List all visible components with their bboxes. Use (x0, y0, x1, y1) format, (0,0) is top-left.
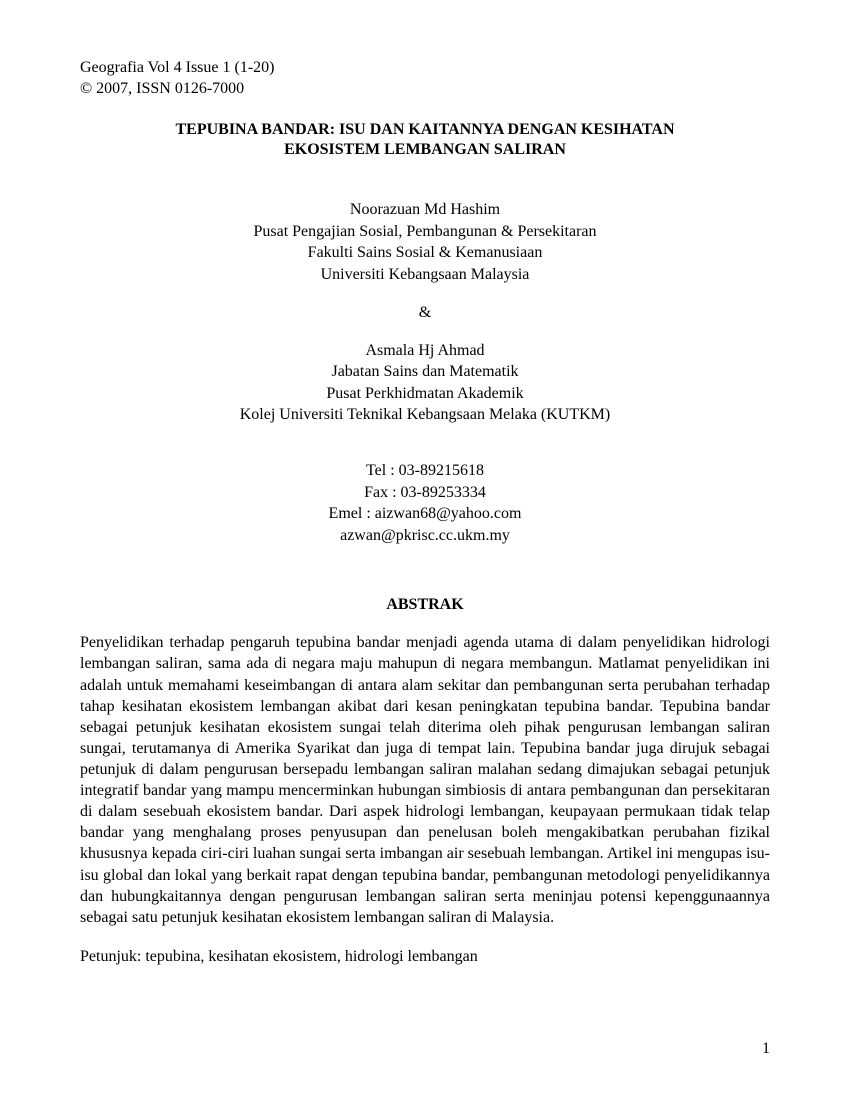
contact-email1: Emel : aizwan68@yahoo.com (80, 503, 770, 525)
paper-title: TEPUBINA BANDAR: ISU DAN KAITANNYA DENGA… (120, 120, 730, 162)
abstract-body: Penyelidikan terhadap pengaruh tepubina … (80, 632, 770, 928)
author2-dept: Jabatan Sains dan Matematik (80, 361, 770, 383)
abstract-heading: ABSTRAK (80, 596, 770, 614)
keywords-line: Petunjuk: tepubina, kesihatan ekosistem,… (80, 946, 770, 967)
author-block-1: Noorazuan Md Hashim Pusat Pengajian Sosi… (80, 199, 770, 285)
author-block-2: Asmala Hj Ahmad Jabatan Sains dan Matema… (80, 340, 770, 426)
journal-header: Geografia Vol 4 Issue 1 (1-20) © 2007, I… (80, 58, 770, 100)
title-line-1: TEPUBINA BANDAR: ISU DAN KAITANNYA DENGA… (120, 120, 730, 141)
author2-center: Pusat Perkhidmatan Akademik (80, 383, 770, 405)
title-line-2: EKOSISTEM LEMBANGAN SALIRAN (120, 140, 730, 161)
copyright-line: © 2007, ISSN 0126-7000 (80, 79, 770, 100)
author2-university: Kolej Universiti Teknikal Kebangsaan Mel… (80, 404, 770, 426)
ampersand-separator: & (80, 304, 770, 322)
author1-university: Universiti Kebangsaan Malaysia (80, 264, 770, 286)
contact-fax: Fax : 03-89253334 (80, 482, 770, 504)
contact-block: Tel : 03-89215618 Fax : 03-89253334 Emel… (80, 460, 770, 546)
contact-email2: azwan@pkrisc.cc.ukm.my (80, 525, 770, 547)
journal-line: Geografia Vol 4 Issue 1 (1-20) (80, 58, 770, 79)
author1-faculty: Fakulti Sains Sosial & Kemanusiaan (80, 242, 770, 264)
author1-dept: Pusat Pengajian Sosial, Pembangunan & Pe… (80, 221, 770, 243)
page-number: 1 (762, 1040, 770, 1058)
author2-name: Asmala Hj Ahmad (80, 340, 770, 362)
contact-tel: Tel : 03-89215618 (80, 460, 770, 482)
author1-name: Noorazuan Md Hashim (80, 199, 770, 221)
